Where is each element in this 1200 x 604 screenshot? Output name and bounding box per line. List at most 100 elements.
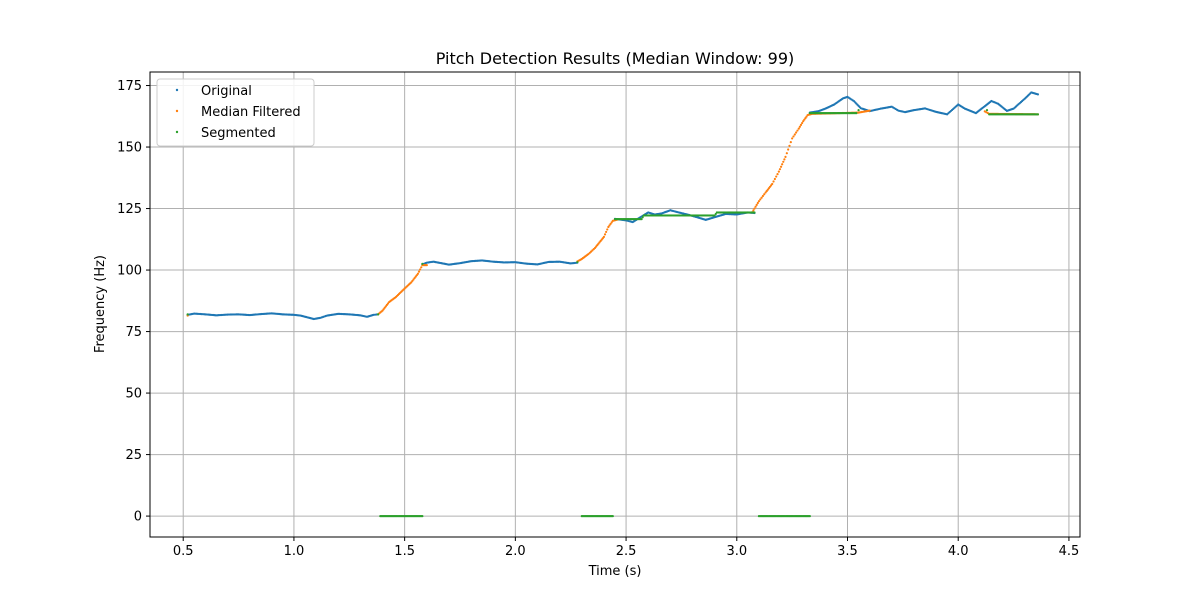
data-point [855,111,858,115]
data-point [783,158,786,161]
grid [150,72,1080,537]
y-tick-label: 25 [125,448,142,463]
data-point [985,109,989,112]
y-tick-label: 100 [117,264,142,279]
data-point [792,135,795,138]
data-point [752,209,755,212]
data-point [608,224,611,227]
data-point [805,115,808,118]
data-point [416,272,420,275]
data-point [609,222,612,226]
data-point [868,109,871,112]
data-point [789,141,792,144]
data-point [605,230,608,234]
data-point [186,313,189,316]
data-point [787,148,790,151]
data-point [763,193,766,196]
data-point [425,264,428,267]
data-point [808,514,811,518]
data-point [640,218,643,221]
ticks: 0.5 1.0 1.5 2.0 2.5 3.0 3.5 4.0 4.5 0 25 50 75 100 125… [117,79,1079,559]
x-tick-label: 2.0 [505,544,526,559]
data-point [610,221,613,224]
data-point [602,235,606,238]
data-point [772,180,775,183]
data-point [803,118,806,121]
x-tick-label: 4.5 [1059,544,1080,559]
data-point [756,201,759,205]
x-tick-label: 2.5 [616,544,637,559]
y-tick-label: 75 [125,325,142,340]
legend-label-median-filtered: Median Filtered [201,105,301,120]
series-segmented [186,109,1040,518]
data-point [603,233,607,236]
data-point [796,129,799,132]
data-point [781,163,784,166]
data-point [775,175,778,178]
data-point [753,211,756,214]
data-point [782,160,785,163]
data-point [784,155,787,158]
data-point [795,131,798,134]
legend-marker-segmented [175,130,179,134]
chart-title: Pitch Detection Results (Median Window: … [436,49,795,68]
axes-frame [149,71,1081,538]
data-point [376,313,380,316]
legend-box [156,78,315,147]
data-point [797,127,800,130]
data-point [793,133,796,136]
y-tick-label: 50 [125,387,142,402]
data-point [606,228,609,231]
x-axis-label: Time (s) [588,564,642,579]
data-point [773,177,776,181]
data-layer [186,91,1040,518]
data-point [759,198,762,201]
data-point [777,170,780,173]
data-point [788,144,791,147]
data-point [421,262,424,265]
data-point [757,200,761,203]
data-point [857,109,860,112]
data-point [755,203,758,206]
data-point [607,225,610,229]
data-point [576,261,579,264]
data-point [421,514,424,518]
legend-marker-original [175,88,179,92]
data-point [641,216,644,219]
data-point [417,270,421,273]
x-tick-label: 4.0 [948,544,969,559]
data-point [753,207,756,210]
data-point [611,514,614,518]
data-point [419,268,422,271]
x-tick-label: 1.0 [284,544,305,559]
x-tick-label: 0.5 [173,544,194,559]
data-point [761,194,765,198]
y-tick-label: 175 [117,79,142,94]
data-point [754,205,757,208]
data-point [420,266,423,269]
data-point [778,168,782,171]
legend-label-original: Original [201,84,252,99]
data-point [779,165,783,168]
legend-marker-median-filtered [175,109,179,113]
y-tick-label: 125 [117,202,142,217]
data-point [801,121,804,125]
data-point [1036,93,1040,96]
data-point [804,117,807,120]
legend: Original Median Filtered Segmented [156,78,315,147]
data-point [802,120,805,123]
data-point [799,123,803,126]
data-point [785,152,788,155]
x-tick-label: 1.5 [394,544,415,559]
y-axis-label: Frequency (Hz) [93,255,108,353]
data-point [791,137,794,140]
data-point [760,196,763,199]
data-point [1036,113,1040,116]
data-point [798,125,801,128]
legend-label-segmented: Segmented [201,126,276,141]
y-tick-label: 150 [117,141,142,156]
x-tick-label: 3.5 [837,544,858,559]
data-point [776,173,779,176]
data-point [771,182,774,186]
